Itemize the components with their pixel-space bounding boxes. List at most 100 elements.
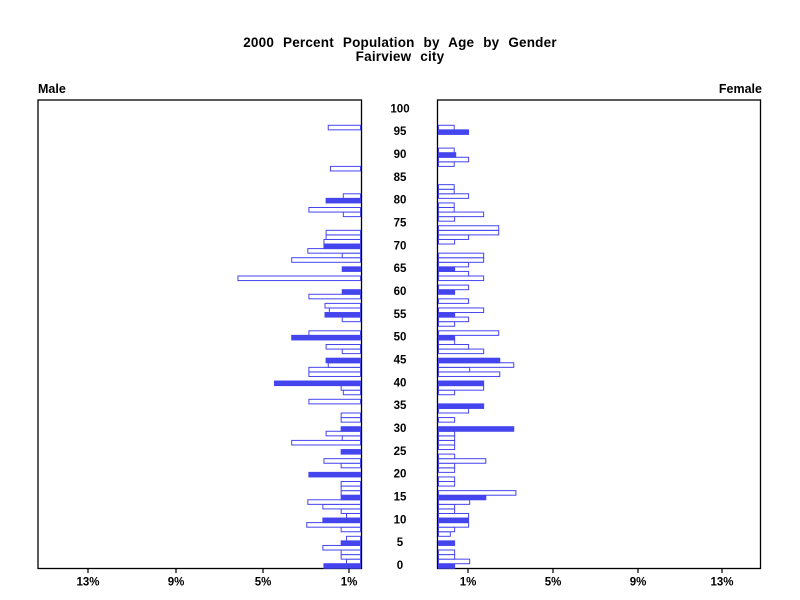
male-bar-age-3 (340, 549, 361, 556)
male-bar-age-10 (322, 517, 361, 524)
female-bar-age-76 (438, 216, 456, 222)
male-bar-age-12 (340, 508, 361, 514)
male-bar-age-71 (323, 238, 362, 245)
age-tick-label-5: 5 (397, 537, 404, 549)
age-tick-label-70: 70 (394, 240, 407, 252)
age-tick-label-20: 20 (394, 469, 407, 481)
female-bar-age-68 (438, 252, 485, 259)
male-bar-age-28 (341, 435, 362, 441)
female-bar-age-95 (438, 129, 470, 135)
male-bar-age-56 (328, 307, 362, 314)
female-bar-age-91 (438, 147, 455, 154)
male-bar-age-15 (340, 494, 361, 501)
female-axis-tick-label-1: 1% (460, 577, 477, 589)
male-bar-age-87 (329, 165, 361, 172)
male-bar-age-70 (323, 243, 362, 250)
age-tick-label-40: 40 (394, 377, 407, 389)
male-bar-age-29 (325, 430, 362, 437)
male-bar-age-42 (308, 371, 361, 377)
female-bar-age-61 (438, 284, 470, 291)
female-bar-age-83 (438, 184, 455, 190)
male-bar-age-96 (327, 124, 361, 131)
female-bar-age-74 (438, 225, 500, 231)
male-bar-age-9 (306, 522, 361, 528)
female-bar-age-89 (438, 156, 470, 163)
male-bar-age-11 (346, 512, 361, 519)
female-bar-age-5 (438, 540, 456, 546)
female-bar-age-56 (438, 307, 485, 314)
male-bar-age-39 (340, 385, 361, 391)
male-bar-age-51 (308, 330, 361, 336)
female-bar-age-81 (438, 193, 470, 199)
male-bar-age-47 (341, 348, 362, 355)
female-bar-age-34 (438, 407, 470, 414)
female-bar-age-60 (438, 289, 456, 295)
female-bar-age-53 (438, 321, 456, 327)
male-bar-age-54 (341, 316, 362, 323)
female-bar-age-58 (438, 298, 470, 304)
female-bar-age-71 (438, 238, 456, 245)
age-tick-label-90: 90 (394, 149, 407, 161)
female-bar-age-82 (438, 188, 455, 195)
female-bar-age-38 (438, 389, 456, 396)
female-bar-age-9 (438, 522, 470, 528)
female-bar-age-23 (438, 458, 487, 464)
male-bar-age-68 (341, 252, 362, 259)
age-tick-label-45: 45 (394, 354, 407, 366)
male-bar-age-4 (322, 544, 361, 551)
female-bar-age-39 (438, 385, 485, 391)
female-bar-age-13 (438, 503, 456, 510)
female-bar-age-29 (438, 430, 456, 437)
female-bar-age-43 (438, 366, 471, 373)
male-bar-age-33 (340, 412, 361, 419)
female-bar-age-16 (438, 490, 517, 496)
age-tick-label-80: 80 (394, 195, 407, 207)
female-bar-age-14 (438, 499, 471, 505)
age-tick-label-60: 60 (394, 286, 407, 298)
male-bar-age-6 (346, 535, 361, 542)
male-bar-age-67 (291, 257, 362, 263)
female-bar-age-49 (438, 339, 456, 346)
male-bar-age-50 (291, 334, 362, 341)
male-panel-frame (37, 99, 363, 570)
male-bar-age-14 (307, 499, 362, 505)
female-bar-age-72 (438, 234, 470, 240)
female-bar-age-65 (438, 266, 456, 272)
male-bar-age-20 (308, 471, 361, 478)
female-bar-age-54 (438, 316, 470, 323)
female-bar-age-2 (438, 554, 456, 560)
female-bar-age-3 (438, 549, 456, 556)
male-bar-age-1 (346, 558, 361, 565)
male-bar-age-65 (341, 266, 362, 272)
male-bar-age-78 (308, 206, 361, 213)
female-bar-age-19 (438, 476, 456, 483)
female-bar-age-63 (438, 275, 485, 282)
male-bar-age-5 (340, 540, 361, 546)
female-bar-age-30 (438, 426, 515, 432)
female-bar-age-44 (438, 362, 515, 368)
female-axis-tick-label-5: 5% (545, 577, 562, 589)
chart-subtitle: Fairview city (355, 49, 445, 64)
male-bar-age-23 (323, 458, 362, 464)
female-bar-age-45 (438, 357, 501, 364)
age-tick-label-15: 15 (394, 491, 407, 503)
male-bar-age-80 (325, 197, 362, 204)
female-bar-age-11 (438, 512, 470, 519)
male-bar-age-40 (274, 380, 361, 387)
female-bar-age-21 (438, 467, 456, 473)
female-bar-age-35 (438, 403, 485, 409)
age-tick-label-85: 85 (394, 172, 407, 184)
male-axis-tick-label-1: 1% (341, 577, 358, 589)
age-tick-label-95: 95 (394, 126, 407, 138)
male-bar-age-55 (324, 312, 361, 318)
female-bar-age-7 (438, 531, 451, 537)
female-bar-age-10 (438, 517, 470, 524)
age-tick-label-75: 75 (394, 217, 407, 229)
male-bar-age-38 (342, 389, 361, 396)
male-axis-tick-label-13: 13% (76, 577, 99, 589)
female-bar-age-77 (438, 211, 485, 218)
male-bar-age-63 (237, 275, 361, 282)
male-bar-age-8 (340, 526, 361, 533)
male-bar-age-30 (340, 426, 361, 432)
female-bar-age-66 (438, 261, 470, 268)
